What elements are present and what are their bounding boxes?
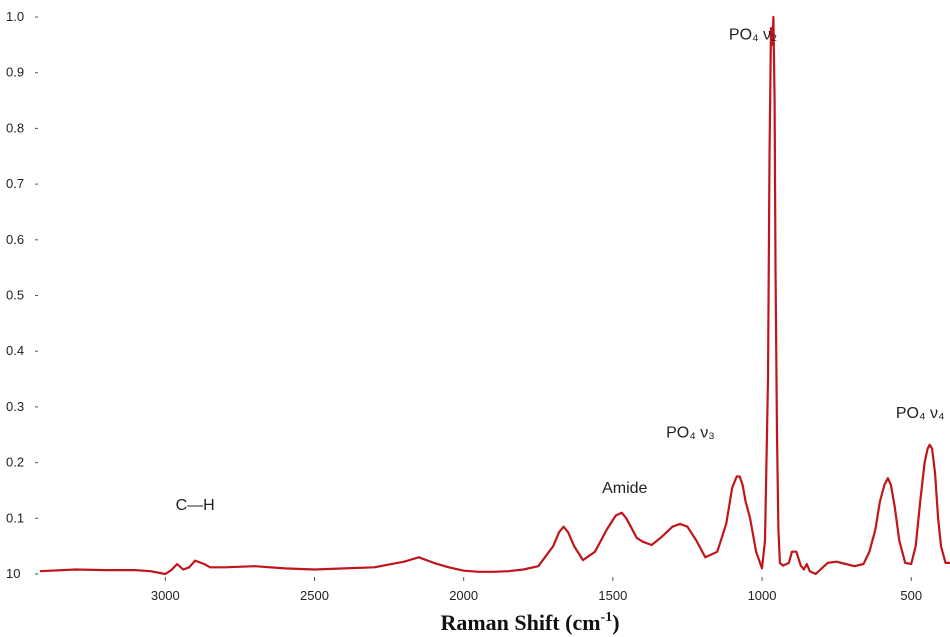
y-tick-label: 0.2	[6, 455, 24, 470]
peak-annotation: PO₄ ν₄	[896, 405, 945, 422]
y-tick-label: 1.0	[6, 9, 24, 24]
y-tick-label: 10	[6, 566, 20, 581]
y-tick-label: 0.9	[6, 65, 24, 80]
x-tick-label: 3000	[151, 588, 180, 603]
y-tick-label: 0.4	[6, 343, 24, 358]
peak-annotation: C—H	[176, 497, 215, 514]
x-tick-label: 1500	[598, 588, 627, 603]
x-tick-label: 2500	[300, 588, 329, 603]
x-tick-label: 1000	[748, 588, 777, 603]
peak-annotation: PO₄ ν₃	[666, 425, 715, 442]
y-tick-label: 0.8	[6, 120, 24, 135]
x-tick-label: 2000	[449, 588, 478, 603]
y-tick-label: 0.1	[6, 510, 24, 525]
y-axis: 10 0.1 0.2 0.3 0.4 0.5 0.6 0.7 0.8 0.9 1.0	[6, 9, 38, 581]
spectrum-line	[39, 15, 950, 576]
peak-annotation: PO₄ ν₂	[729, 26, 777, 43]
x-tick-label: 500	[900, 588, 922, 603]
y-tick-label: 0.6	[6, 232, 24, 247]
peak-annotation: Amide	[602, 480, 647, 497]
annotation-layer: C—H Amide PO₄ ν₃ PO₄ ν₂ PO₄ ν₄	[176, 26, 945, 514]
series-layer	[39, 15, 950, 576]
y-tick-label: 0.3	[6, 399, 24, 414]
y-tick-label: 0.7	[6, 176, 24, 191]
y-tick-label: 0.5	[6, 288, 24, 303]
x-axis: 3000 2500 2000 1500 1000 500	[151, 577, 922, 603]
x-axis-title: Raman Shift (cm-1)	[440, 610, 619, 635]
